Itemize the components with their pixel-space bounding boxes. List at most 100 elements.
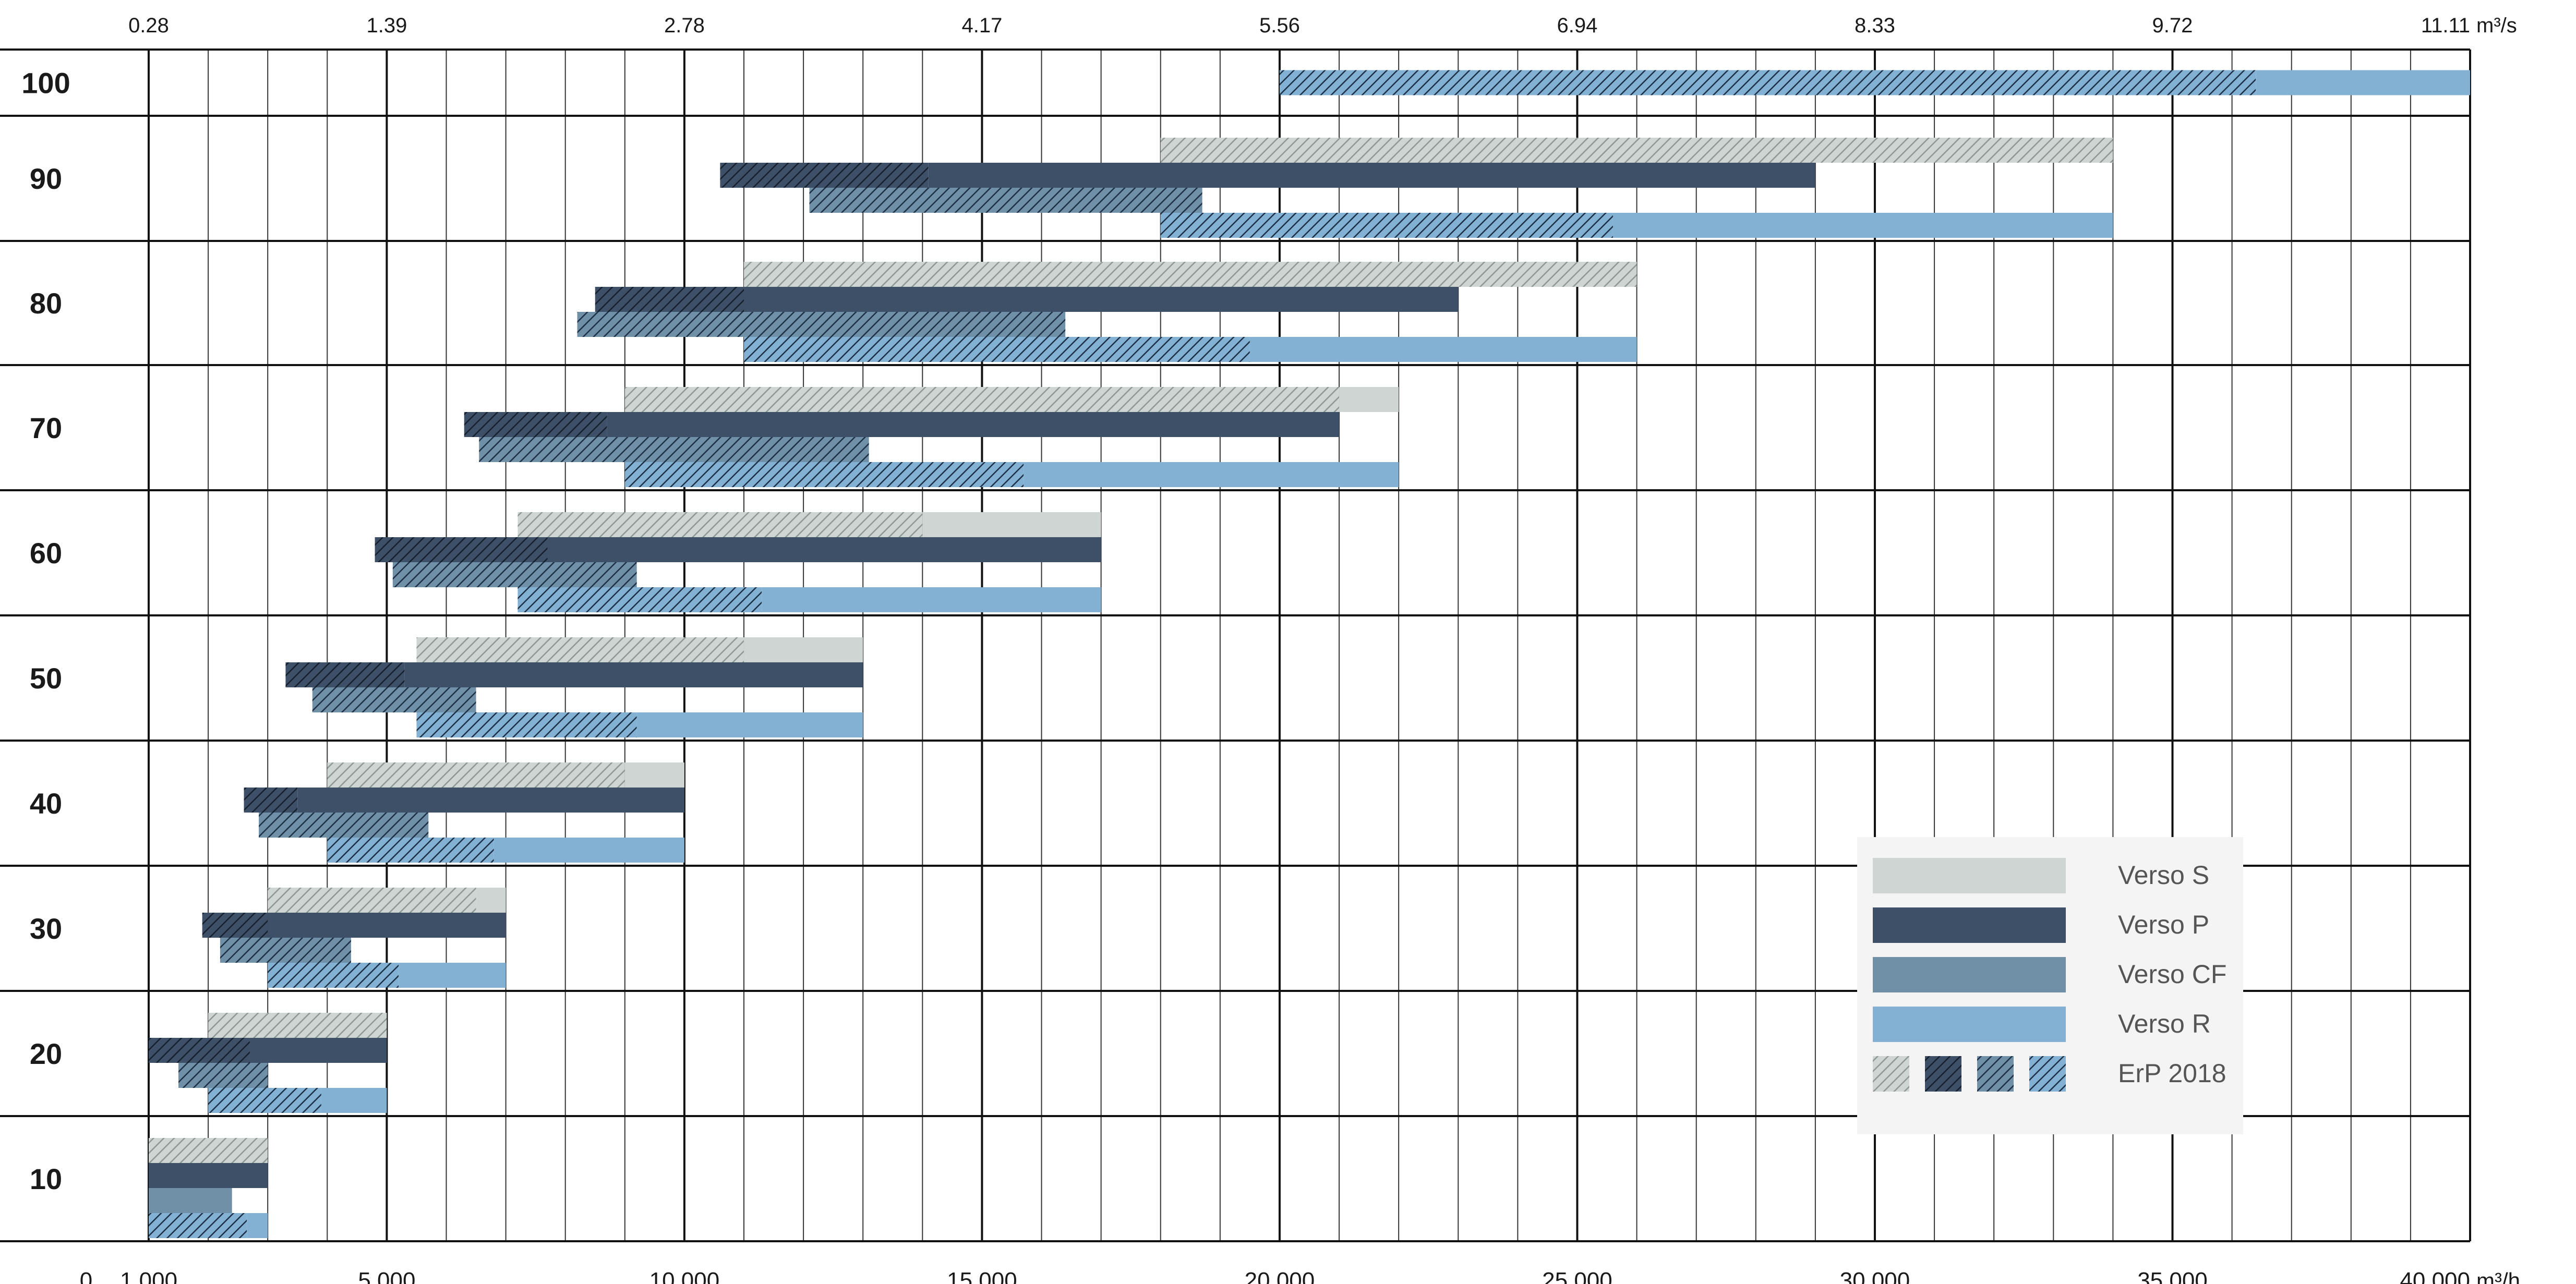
size-label-30: 30 (30, 912, 62, 945)
top-tick-label: 6.94 (1557, 14, 1598, 37)
bar-verso-p-40 (297, 788, 684, 813)
legend-swatch-verso-cf (1873, 957, 2066, 992)
bar-verso-s-30 (476, 888, 506, 913)
size-label-70: 70 (30, 411, 62, 444)
bar-hatched-verso-p-70 (464, 412, 607, 437)
bar-hatched-verso-cf-60 (392, 562, 637, 587)
top-tick-label: 0.28 (128, 14, 169, 37)
bottom-tick-label: 5 000 (358, 1268, 415, 1284)
bar-verso-s-60 (922, 512, 1101, 537)
bottom-tick-label: 10 000 (649, 1268, 720, 1284)
legend-label-verso-s: Verso S (2118, 861, 2209, 890)
bar-hatched-verso-s-20 (208, 1013, 387, 1038)
bar-verso-r-10 (247, 1213, 268, 1238)
size-group-80 (577, 262, 1637, 362)
bar-hatched-verso-cf-30 (220, 938, 351, 963)
bar-hatched-verso-s-60 (517, 512, 923, 537)
bar-verso-p-10 (149, 1163, 268, 1188)
size-label-100: 100 (21, 67, 70, 100)
bar-hatched-verso-cf-20 (178, 1063, 268, 1088)
bar-hatched-verso-r-80 (744, 337, 1250, 362)
bottom-axis: m³/h 0 1 000 5 000 10 000 15 000 20 000 25 000… (80, 1268, 2520, 1284)
bar-hatched-verso-p-60 (375, 537, 548, 562)
bar-hatched-verso-r-30 (268, 963, 399, 988)
bar-verso-s-40 (624, 762, 684, 788)
bar-hatched-verso-s-30 (268, 888, 476, 913)
bar-hatched-verso-p-80 (595, 287, 744, 312)
bottom-tick-label: 35 000 (2137, 1268, 2208, 1284)
bar-verso-p-60 (547, 537, 1101, 562)
bar-hatched-verso-r-10 (149, 1213, 247, 1238)
bar-hatched-verso-cf-40 (259, 813, 429, 838)
size-group-30 (202, 888, 506, 988)
bar-hatched-verso-r-40 (327, 838, 494, 863)
size-group-90 (720, 138, 2113, 238)
bar-hatched-verso-r-50 (416, 712, 637, 737)
bar-verso-p-20 (249, 1038, 387, 1063)
bottom-tick-label: 0 (80, 1268, 92, 1284)
bar-hatched-verso-cf-50 (312, 687, 476, 712)
bar-verso-p-50 (404, 662, 863, 687)
bar-hatched-verso-s-10 (149, 1138, 268, 1163)
size-label-90: 90 (30, 162, 62, 195)
legend-swatch-verso-p (1873, 907, 2066, 943)
bottom-axis-unit: m³/h (2476, 1268, 2520, 1284)
bar-hatched-verso-r-90 (1160, 213, 1613, 238)
bottom-tick-label: 1 000 (120, 1268, 177, 1284)
bar-verso-r-60 (762, 587, 1101, 612)
legend-label-verso-cf: Verso CF (2118, 960, 2226, 989)
bar-hatched-verso-s-90 (1160, 138, 2113, 163)
bar-verso-s-50 (744, 637, 863, 662)
bottom-tick-label: 15 000 (947, 1268, 1017, 1284)
top-axis: m³/s 0.28 1.39 2.78 4.17 5.56 6.94 8.33 9.72 11.… (128, 14, 2517, 37)
bar-hatched-verso-s-70 (624, 387, 1340, 412)
legend-hatch-swatch (1977, 1056, 2014, 1092)
size-group-60 (375, 512, 1101, 612)
size-group-20 (149, 1013, 387, 1113)
legend-label-verso-p: Verso P (2118, 910, 2209, 939)
bar-hatched-verso-r-100 (1279, 70, 2256, 95)
top-tick-label: 5.56 (1259, 14, 1300, 37)
size-label-60: 60 (30, 537, 62, 570)
size-label-40: 40 (30, 787, 62, 820)
size-group-70 (464, 387, 1399, 487)
size-label-50: 50 (30, 662, 62, 695)
bottom-tick-label: 40 000 (2400, 1268, 2470, 1284)
bar-hatched-verso-s-50 (416, 637, 744, 662)
bar-verso-cf-10 (149, 1188, 232, 1213)
bottom-tick-label: 30 000 (1840, 1268, 1910, 1284)
bar-verso-p-90 (928, 163, 1815, 188)
bar-verso-r-80 (1249, 337, 1637, 362)
bar-verso-r-100 (2256, 70, 2470, 95)
top-tick-label: 11.11 (2421, 14, 2470, 37)
bar-verso-p-30 (268, 913, 506, 938)
bars-layer (149, 70, 2470, 1238)
bar-verso-s-70 (1339, 387, 1399, 412)
bar-verso-p-70 (607, 412, 1340, 437)
bottom-tick-label: 20 000 (1245, 1268, 1315, 1284)
bar-hatched-verso-p-20 (149, 1038, 250, 1063)
legend-hatch-swatch (1925, 1056, 1961, 1092)
size-group-50 (285, 637, 863, 737)
bar-verso-r-20 (321, 1088, 387, 1113)
bar-hatched-verso-p-40 (244, 788, 298, 813)
bar-hatched-verso-r-70 (624, 462, 1024, 487)
top-tick-label: 1.39 (366, 14, 407, 37)
bar-hatched-verso-cf-70 (479, 437, 869, 462)
top-tick-label: 9.72 (2152, 14, 2193, 37)
legend-swatch-verso-s (1873, 858, 2066, 893)
size-group-100 (1279, 70, 2470, 95)
bar-hatched-verso-s-40 (327, 762, 625, 788)
size-label-80: 80 (30, 287, 62, 320)
legend-hatch-swatch (1873, 1056, 1909, 1092)
size-label-20: 20 (30, 1037, 62, 1070)
top-tick-label: 2.78 (664, 14, 705, 37)
bar-hatched-verso-cf-80 (577, 312, 1066, 337)
bar-hatched-verso-s-80 (744, 262, 1637, 287)
size-label-10: 10 (30, 1162, 62, 1195)
bar-hatched-verso-r-60 (517, 587, 762, 612)
bottom-tick-label: 25 000 (1542, 1268, 1612, 1284)
bar-verso-r-70 (1024, 462, 1399, 487)
size-group-10 (149, 1138, 268, 1238)
